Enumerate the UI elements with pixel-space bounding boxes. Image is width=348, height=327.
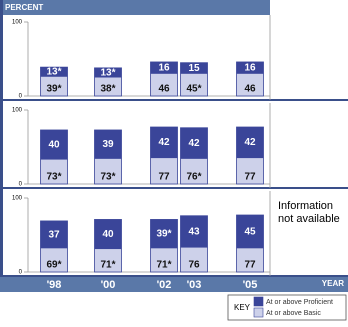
value-label: 39 xyxy=(102,139,114,150)
left-border xyxy=(0,0,3,292)
x-tick-label: '98 xyxy=(47,279,62,291)
value-label: 42 xyxy=(158,137,170,148)
value-label: 73* xyxy=(46,172,61,183)
bar-proficient xyxy=(94,67,122,78)
bar-proficient xyxy=(180,62,208,74)
value-label: 40 xyxy=(48,139,60,150)
bar-proficient xyxy=(40,129,68,160)
bar-proficient xyxy=(94,129,122,159)
value-label: 73* xyxy=(100,172,115,183)
y-axis-label: PERCENT xyxy=(5,3,43,12)
y-tick-label: 100 xyxy=(12,20,23,26)
value-label: 46 xyxy=(244,84,256,95)
x-tick-label: '05 xyxy=(243,279,258,291)
header-band xyxy=(0,0,270,15)
x-tick-label: '00 xyxy=(101,279,116,291)
bar-proficient xyxy=(236,215,264,249)
value-label: 46 xyxy=(158,84,170,95)
bar-proficient xyxy=(150,219,178,249)
x-tick-label: '03 xyxy=(187,279,202,291)
bar-proficient xyxy=(40,220,68,249)
value-label: 39* xyxy=(156,229,171,240)
bar-proficient xyxy=(150,127,178,159)
value-label: 16 xyxy=(158,63,170,74)
value-label: 45 xyxy=(244,226,256,237)
value-label: 76* xyxy=(186,172,201,183)
value-label: 15 xyxy=(188,63,200,74)
legend xyxy=(227,294,347,321)
value-label: 77 xyxy=(158,172,170,183)
value-label: 40 xyxy=(102,229,114,240)
y-tick-label: 0 xyxy=(19,270,23,276)
value-label: 13* xyxy=(100,67,115,78)
value-label: 43 xyxy=(188,226,200,237)
value-label: 77 xyxy=(244,172,256,183)
y-tick-label: 100 xyxy=(12,108,23,114)
value-label: 38* xyxy=(100,84,115,95)
value-label: 37 xyxy=(48,229,60,240)
y-tick-label: 100 xyxy=(12,196,23,202)
value-label: 71* xyxy=(156,260,171,271)
value-label: 42 xyxy=(188,138,200,149)
bar-proficient xyxy=(236,127,264,159)
bar-proficient xyxy=(150,61,178,74)
bar-proficient xyxy=(236,61,264,74)
value-label: 69* xyxy=(46,260,61,271)
year-band xyxy=(0,276,348,292)
legend-title: KEY xyxy=(234,303,251,312)
bar-proficient xyxy=(40,67,68,77)
legend-swatch xyxy=(253,296,264,307)
value-label: 45* xyxy=(186,84,201,95)
bar-proficient xyxy=(94,219,122,250)
y-tick-label: 0 xyxy=(19,182,23,188)
value-label: 71* xyxy=(100,260,115,271)
value-label: 39* xyxy=(46,84,61,95)
panel-title: Information not available xyxy=(278,200,340,225)
value-label: 42 xyxy=(244,137,256,148)
value-label: 16 xyxy=(244,63,256,74)
x-axis-label: YEAR xyxy=(322,279,344,288)
value-label: 76 xyxy=(188,260,200,271)
bar-proficient xyxy=(180,127,208,159)
x-tick-label: '02 xyxy=(157,279,172,291)
value-label: 13* xyxy=(46,67,61,78)
bar-proficient xyxy=(180,215,208,248)
legend-label: At or above Proficient xyxy=(266,299,333,306)
value-label: 77 xyxy=(244,260,256,271)
legend-swatch xyxy=(253,307,264,318)
legend-label: At or above Basic xyxy=(266,310,321,317)
y-tick-label: 0 xyxy=(19,94,23,100)
